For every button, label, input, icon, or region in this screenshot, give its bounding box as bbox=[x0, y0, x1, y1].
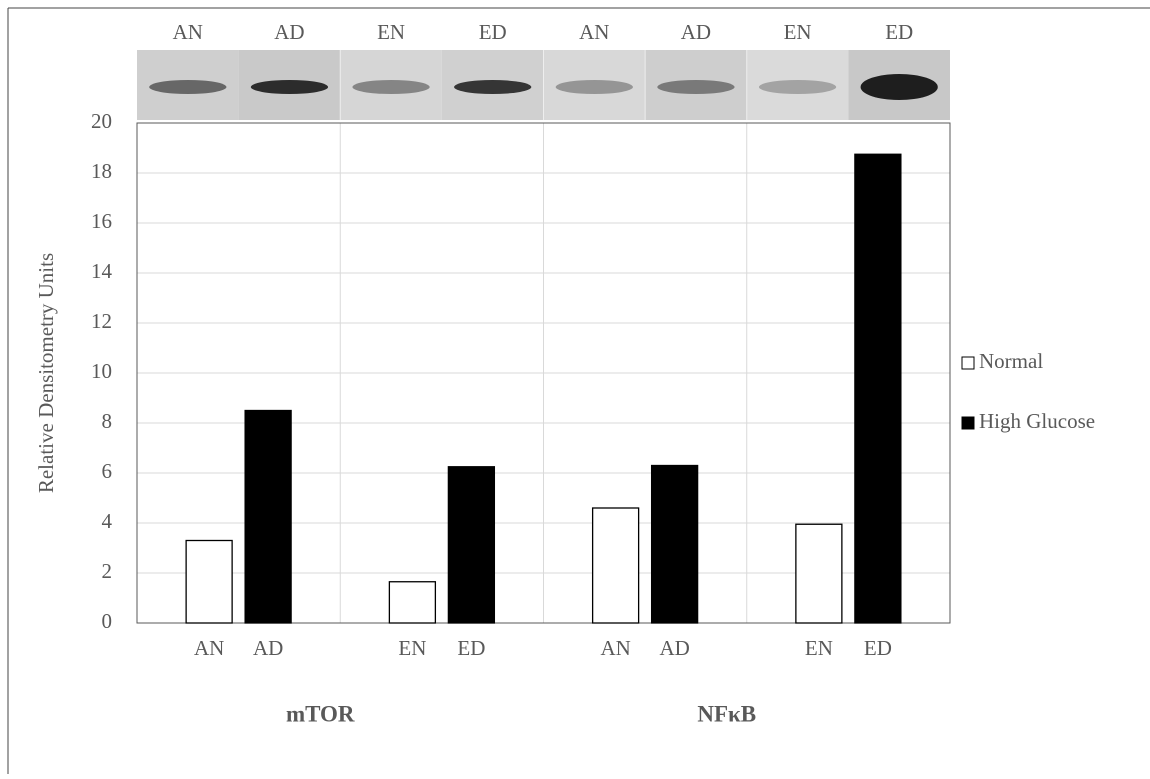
blot-band bbox=[556, 80, 633, 94]
y-tick-label: 12 bbox=[91, 309, 112, 333]
legend-label: Normal bbox=[979, 349, 1043, 373]
blot-band bbox=[657, 80, 734, 94]
bar bbox=[796, 524, 842, 623]
blot-label: ED bbox=[479, 20, 507, 44]
bar bbox=[855, 154, 901, 623]
x-tick-label: ED bbox=[457, 636, 485, 660]
group-label: mTOR bbox=[286, 701, 355, 726]
bar bbox=[448, 467, 494, 623]
legend-swatch bbox=[962, 357, 974, 369]
bar bbox=[186, 541, 232, 624]
legend-swatch bbox=[962, 417, 974, 429]
y-tick-label: 8 bbox=[102, 409, 113, 433]
y-tick-label: 18 bbox=[91, 159, 112, 183]
blot-label: AN bbox=[579, 20, 609, 44]
bar bbox=[389, 582, 435, 623]
blot-band bbox=[759, 80, 836, 94]
legend-label: High Glucose bbox=[979, 409, 1095, 433]
y-tick-label: 0 bbox=[102, 609, 113, 633]
bar bbox=[652, 466, 698, 624]
blot-band bbox=[454, 80, 531, 94]
y-tick-label: 20 bbox=[91, 109, 112, 133]
bar bbox=[245, 411, 291, 624]
blot-label: AN bbox=[173, 20, 203, 44]
x-tick-label: AD bbox=[659, 636, 689, 660]
group-label: NFκB bbox=[697, 701, 756, 726]
blot-band bbox=[251, 80, 328, 94]
y-axis-label: Relative Densitometry Units bbox=[34, 253, 58, 493]
x-tick-label: AD bbox=[253, 636, 283, 660]
y-tick-label: 4 bbox=[102, 509, 113, 533]
blot-label: ED bbox=[885, 20, 913, 44]
chart: Relative Densitometry Units AN AD EN ED AN AD… bbox=[0, 0, 1150, 774]
blot-label: EN bbox=[784, 20, 812, 44]
y-tick-label: 10 bbox=[91, 359, 112, 383]
blot-band bbox=[352, 80, 429, 94]
bar bbox=[593, 508, 639, 623]
blot-label: AD bbox=[681, 20, 711, 44]
y-tick-label: 16 bbox=[91, 209, 112, 233]
blot-band bbox=[861, 74, 938, 100]
blot-band bbox=[149, 80, 226, 94]
x-tick-label: ED bbox=[864, 636, 892, 660]
blot-label: EN bbox=[377, 20, 405, 44]
blot-label: AD bbox=[274, 20, 304, 44]
x-tick-label: EN bbox=[805, 636, 833, 660]
y-tick-label: 2 bbox=[102, 559, 113, 583]
x-tick-label: AN bbox=[194, 636, 224, 660]
x-tick-label: EN bbox=[398, 636, 426, 660]
y-tick-label: 14 bbox=[91, 259, 113, 283]
x-tick-label: AN bbox=[600, 636, 630, 660]
y-tick-label: 6 bbox=[102, 459, 113, 483]
